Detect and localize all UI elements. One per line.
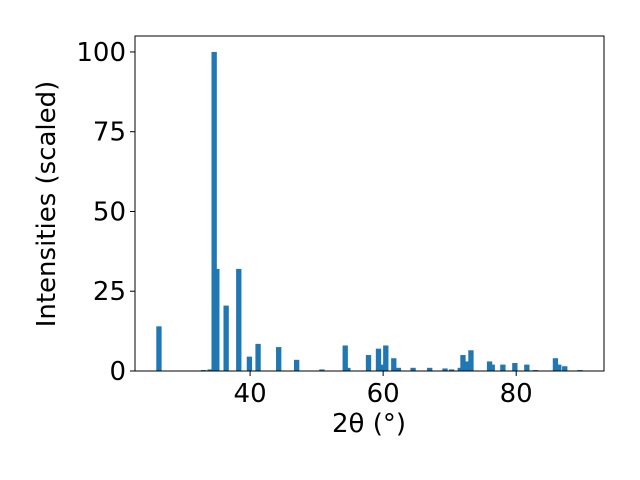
bar xyxy=(562,366,568,371)
bar xyxy=(375,348,382,371)
bar xyxy=(427,367,433,371)
bar xyxy=(223,305,229,371)
bar xyxy=(276,347,282,371)
y-tick-label: 50 xyxy=(93,197,126,227)
bar xyxy=(342,345,348,371)
bar xyxy=(500,364,506,371)
bar xyxy=(468,350,474,371)
bar xyxy=(211,51,217,371)
y-tick-label: 75 xyxy=(93,118,126,148)
y-tick-label: 100 xyxy=(76,38,126,68)
bar xyxy=(365,355,372,371)
x-tick-label: 80 xyxy=(500,379,533,409)
bar xyxy=(255,343,261,371)
bar xyxy=(448,369,455,371)
bar xyxy=(410,367,416,371)
bar xyxy=(464,361,471,371)
bar xyxy=(380,364,386,371)
bar xyxy=(383,345,389,371)
x-tick-label: 40 xyxy=(234,379,267,409)
plot-frame xyxy=(134,35,605,372)
bar xyxy=(293,359,300,371)
bar xyxy=(556,364,562,371)
bar xyxy=(214,268,220,371)
bar xyxy=(512,363,518,371)
bar xyxy=(156,326,162,371)
bar xyxy=(524,364,530,371)
bar xyxy=(442,368,448,371)
bar xyxy=(395,367,402,371)
bar xyxy=(489,364,495,371)
x-tick-label: 60 xyxy=(367,379,400,409)
bar xyxy=(460,355,466,371)
bar xyxy=(319,369,325,371)
bar xyxy=(236,268,242,371)
x-axis-label: 2θ (°) xyxy=(332,409,406,439)
bar xyxy=(207,369,213,371)
y-axis-label: Intensities (scaled) xyxy=(32,81,62,328)
bar xyxy=(552,358,559,371)
bar xyxy=(391,358,397,371)
y-tick-label: 25 xyxy=(93,277,126,307)
bar xyxy=(246,356,253,371)
y-tick-label: 0 xyxy=(109,357,126,387)
bar xyxy=(345,367,351,371)
